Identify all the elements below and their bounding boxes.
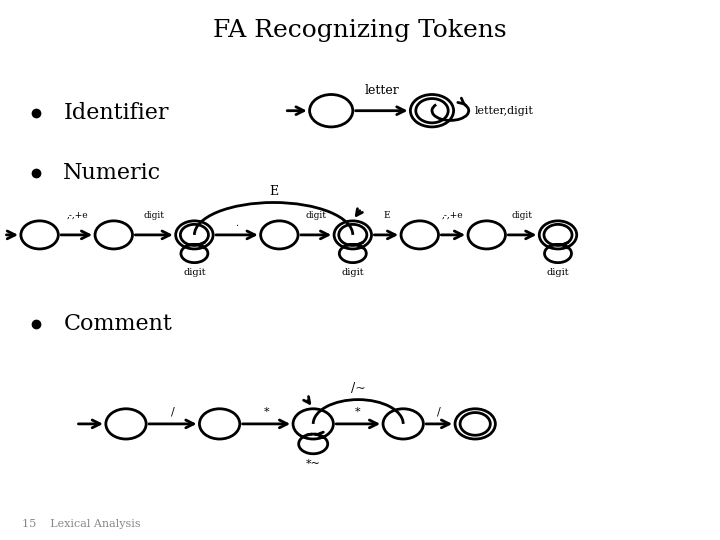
Text: *: * [355,407,361,417]
Text: ,-,+e: ,-,+e [66,211,88,220]
Text: Comment: Comment [63,313,172,335]
Text: .: . [235,219,238,228]
Text: Identifier: Identifier [63,103,169,124]
Text: *: * [264,407,269,417]
Text: /: / [437,407,441,417]
Text: 15    Lexical Analysis: 15 Lexical Analysis [22,519,140,529]
Text: *~: *~ [306,459,320,469]
Text: letter,digit: letter,digit [474,106,534,116]
Text: ,-,+e: ,-,+e [442,211,464,220]
Text: Numeric: Numeric [63,162,161,184]
Text: digit: digit [183,268,206,277]
Text: digit: digit [143,211,165,220]
Text: FA Recognizing Tokens: FA Recognizing Tokens [213,19,507,42]
Text: E: E [269,185,278,198]
Text: E: E [383,211,390,220]
Text: digit: digit [511,211,533,220]
Text: digit: digit [305,211,327,220]
Text: digit: digit [546,268,570,277]
Text: /~: /~ [351,382,366,395]
Text: letter: letter [364,84,399,97]
Text: /: / [171,407,175,417]
Text: digit: digit [341,268,364,277]
